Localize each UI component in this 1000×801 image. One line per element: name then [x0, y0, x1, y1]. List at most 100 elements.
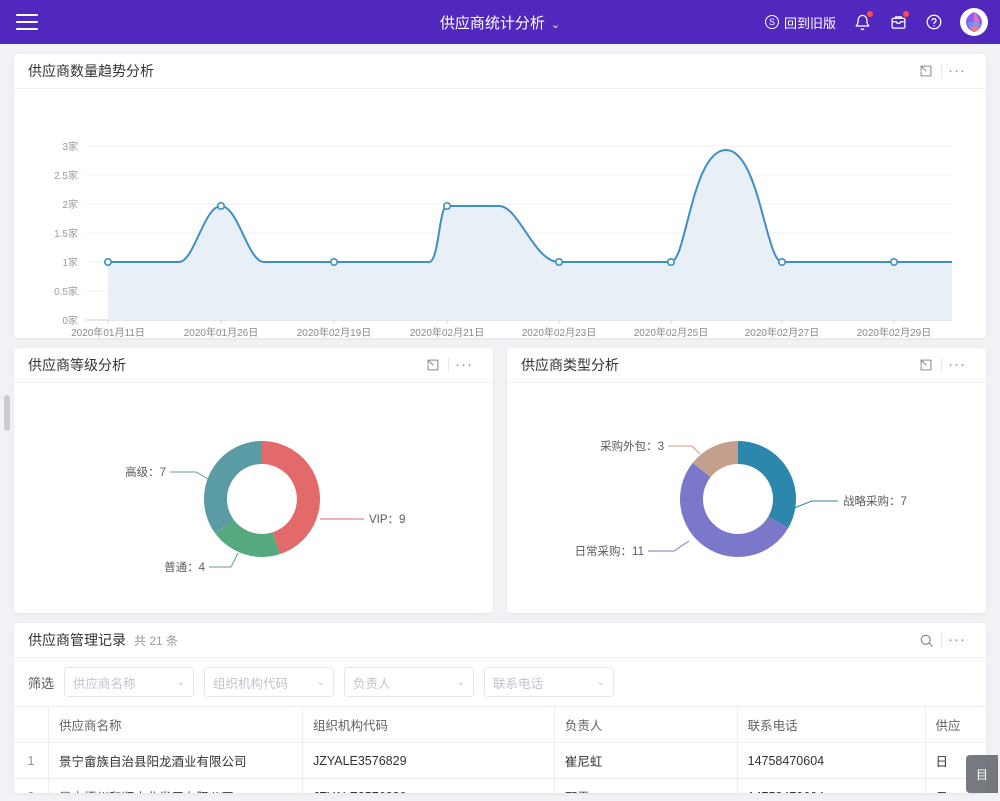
trend-card-title: 供应商数量趋势分析 [28, 63, 154, 79]
table-header: 供应商名称 组织机构代码 负责人 联系电话 供应 [14, 706, 986, 743]
grade-donut-chart[interactable]: VIP：9 普通：4 高级：7 [14, 383, 493, 612]
label-gaoji: 高级：7 [125, 465, 166, 479]
table-card-title: 供应商管理记录 [28, 632, 126, 648]
donut-chart-row: 供应商等级分析 ··· [14, 348, 986, 613]
type-card-header: 供应商类型分析 ··· [507, 348, 986, 383]
action-divider [941, 64, 942, 78]
question-circle-icon[interactable] [924, 12, 944, 32]
type-donut-chart[interactable]: 战略采购：7 日常采购：11 采购外包：3 [507, 383, 986, 612]
slice-gaoji[interactable] [203, 441, 262, 534]
col-supplier-name[interactable]: 供应商名称 [48, 706, 303, 743]
grade-card-title: 供应商等级分析 [28, 357, 126, 373]
ellipsis-icon[interactable]: ··· [455, 356, 473, 373]
filter-owner[interactable]: 负责人 ⌄ [344, 667, 475, 697]
action-divider [941, 633, 942, 647]
cell-supplier-name: 景宁畲族自治县阳龙酒业有限公司 [48, 742, 303, 779]
chevron-down-icon: ⌄ [176, 676, 186, 688]
dashboard-content: 供应商数量趋势分析 ··· [0, 44, 1000, 801]
user-avatar[interactable] [960, 8, 988, 36]
cell-supplier-name: 景宁梧州和顺农业发展有限公司 [48, 778, 303, 793]
chevron-down-icon: ⌄ [456, 676, 466, 688]
trend-line [108, 148, 952, 264]
external-link-icon[interactable] [911, 58, 941, 84]
cell-phone: 14758470604 [736, 778, 926, 793]
top-navigation-bar: 供应商统计分析 ⌄ S 回到旧版 [0, 0, 1000, 44]
ellipsis-icon[interactable]: ··· [948, 62, 966, 79]
row-index: 1 [14, 742, 49, 779]
svg-text:2.5家: 2.5家 [54, 169, 78, 182]
svg-text:2020年02月21日: 2020年02月21日 [410, 326, 485, 337]
svg-text:1.5家: 1.5家 [54, 227, 78, 240]
bell-icon[interactable] [852, 11, 873, 32]
action-divider [448, 358, 449, 372]
slice-waibao[interactable] [692, 441, 738, 478]
filter-bar: 筛选 供应商名称 ⌄ 组织机构代码 ⌄ 负责人 ⌄ 联系电话 ⌄ [14, 658, 986, 706]
page-scrollbar-track[interactable] [3, 44, 11, 801]
svg-text:0家: 0家 [62, 314, 78, 327]
grade-card-actions: ··· [418, 352, 479, 378]
filter-phone-placeholder: 联系电话 [493, 676, 544, 691]
cell-phone: 14758470604 [736, 742, 926, 779]
col-index [14, 706, 49, 743]
ellipsis-icon[interactable]: ··· [948, 356, 966, 373]
bell-badge-dot [867, 11, 873, 17]
dollar-circle-icon: S [764, 15, 779, 29]
filter-org-code-placeholder: 组织机构代码 [213, 676, 289, 691]
svg-text:2020年02月29日: 2020年02月29日 [857, 326, 932, 337]
external-link-icon[interactable] [911, 352, 941, 378]
slice-vip[interactable] [261, 441, 320, 555]
supplier-table: 供应商名称 组织机构代码 负责人 联系电话 供应 1 景宁畲族自治县阳龙酒业有限… [14, 706, 986, 793]
external-link-icon[interactable] [418, 352, 448, 378]
grade-labels: VIP：9 普通：4 高级：7 [125, 465, 405, 574]
ellipsis-icon[interactable]: ··· [948, 631, 966, 648]
trend-data-points [104, 202, 898, 267]
svg-text:2020年01月26日: 2020年01月26日 [184, 326, 259, 337]
type-card-title: 供应商类型分析 [521, 357, 619, 373]
table-card-actions: ··· [911, 627, 972, 653]
filter-supplier-name[interactable]: 供应商名称 ⌄ [64, 667, 195, 697]
trend-chart[interactable]: 3家 2.5家 2家 1.5家 1家 0.5家 0家 [14, 89, 986, 339]
filter-phone[interactable]: 联系电话 ⌄ [484, 667, 615, 697]
table-row[interactable]: 1 景宁畲族自治县阳龙酒业有限公司 JZYALE3576829 崔尼虹 1475… [14, 742, 986, 779]
col-phone[interactable]: 联系电话 [736, 706, 926, 743]
page-scrollbar-thumb[interactable] [4, 395, 10, 431]
supplier-trend-card: 供应商数量趋势分析 ··· [14, 54, 986, 339]
svg-text:2020年02月23日: 2020年02月23日 [522, 326, 597, 337]
cell-owner: 邢雪 [553, 778, 738, 793]
topbar-actions: S 回到旧版 [764, 8, 988, 36]
floating-panel-toggle[interactable]: 目 [966, 755, 998, 793]
supplier-records-card: 供应商管理记录 共 21 条 ··· 筛选 供应商名称 ⌄ [14, 623, 986, 793]
svg-text:1家: 1家 [62, 256, 78, 269]
grade-donut-svg: VIP：9 普通：4 高级：7 [125, 441, 405, 574]
back-to-legacy-button[interactable]: S 回到旧版 [764, 13, 836, 32]
chevron-down-icon: ⌄ [596, 676, 606, 688]
svg-text:2020年02月25日: 2020年02月25日 [634, 326, 709, 337]
hamburger-menu-icon[interactable] [16, 14, 38, 30]
cell-org-code: JZYALE3576829 [301, 742, 555, 779]
label-putong: 普通：4 [164, 560, 205, 574]
svg-text:0.5家: 0.5家 [54, 285, 78, 298]
trend-card-header: 供应商数量趋势分析 ··· [14, 54, 986, 89]
chevron-down-icon: ⌄ [316, 676, 326, 688]
table-header-row: 供应商名称 组织机构代码 负责人 联系电话 供应 [14, 706, 986, 743]
col-owner[interactable]: 负责人 [553, 706, 738, 743]
cell-org-code: JZYALE3576829 [301, 778, 555, 793]
col-supplier-type[interactable]: 供应 [924, 706, 986, 743]
col-org-code[interactable]: 组织机构代码 [301, 706, 555, 743]
filter-org-code[interactable]: 组织机构代码 ⌄ [204, 667, 335, 697]
filter-supplier-name-placeholder: 供应商名称 [73, 676, 136, 691]
chevron-down-icon[interactable]: ⌄ [550, 18, 561, 31]
trend-chart-svg: 3家 2.5家 2家 1.5家 1家 0.5家 0家 [54, 140, 952, 339]
svg-text:2020年02月19日: 2020年02月19日 [297, 326, 372, 337]
slice-putong[interactable] [214, 519, 280, 558]
label-vip: VIP：9 [369, 514, 405, 526]
inbox-icon[interactable] [888, 11, 909, 32]
trend-card-actions: ··· [911, 58, 972, 84]
search-icon[interactable] [911, 627, 941, 653]
table-row[interactable]: 2 景宁梧州和顺农业发展有限公司 JZYALE3576829 邢雪 147584… [14, 778, 986, 793]
slice-richang[interactable] [679, 462, 788, 558]
row-index: 2 [14, 778, 49, 793]
slice-zhanlue[interactable] [737, 441, 796, 528]
label-waibao: 采购外包：3 [600, 439, 664, 453]
